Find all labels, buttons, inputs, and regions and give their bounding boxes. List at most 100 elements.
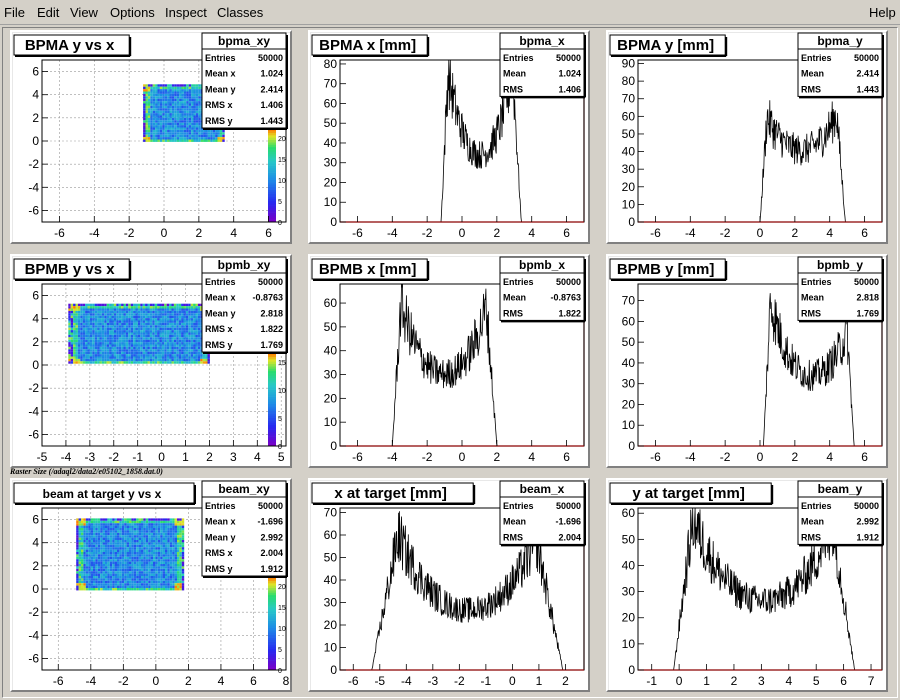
palette-tick-4: 20 <box>278 584 286 591</box>
palette-tick-1: 5 <box>278 199 282 206</box>
palette-tick-1: 5 <box>278 416 282 423</box>
stats-name: bpma_xy <box>218 34 270 48</box>
x-tick-label-8: 3 <box>230 450 237 464</box>
x-tick-label-9: 4 <box>254 450 261 464</box>
stats-value-2: 2.414 <box>260 84 283 94</box>
y-tick-label-5: 4 <box>32 88 39 102</box>
pad-bpma_x[interactable]: -6 -4 -2 0 2 4 6 0 10 20 30 40 50 60 70 80 BPMA x [mm] bp… <box>308 30 590 244</box>
y-tick-label-5: 4 <box>32 312 39 326</box>
title-box: BPMA y [mm] <box>609 34 728 57</box>
y-tick-label-6: 60 <box>622 109 636 123</box>
menu-options[interactable]: Options <box>110 5 155 20</box>
stats-value-0: 50000 <box>556 53 581 63</box>
y-tick-label-7: 70 <box>622 294 636 308</box>
stats-label-3: RMS x <box>205 100 233 110</box>
stats-value-3: 1.822 <box>260 324 283 334</box>
y-tick-label-0: -6 <box>28 427 39 441</box>
y-tick-label-6: 6 <box>32 513 39 527</box>
x-tick-label-3: 0 <box>153 674 160 688</box>
stats-name: bpmb_y <box>817 258 863 272</box>
stats-label-4: RMS y <box>205 116 233 126</box>
y-tick-label-0: -6 <box>28 651 39 665</box>
stats-box: bpma_y Entries 50000 Mean 2.414 RMS 1.443 <box>797 32 884 99</box>
chart-bpma_xy: 0 5 10 15 20 -6 -4 -2 0 2 4 6 -6 -4 -2 0 2 4 6 BPMA y vs x b… <box>13 32 288 240</box>
pad-beam_xy[interactable]: 0 5 10 15 20 -6 -4 -2 0 2 4 6 8 -6 -4 -2 0 2 4 6 beam at tar… <box>10 478 292 692</box>
pad-bpmb_xy[interactable]: 0 5 10 15 -5 -4 -3 -2 -1 0 1 2 3 4 5 -6 -4 -2 0 2 4 6 BPMB y v… <box>10 254 292 468</box>
y-tick-label-4: 2 <box>32 559 39 573</box>
histogram-bpma_y <box>638 100 882 223</box>
y-tick-label-3: 30 <box>324 368 338 382</box>
pad-beam_x[interactable]: -6 -5 -4 -3 -2 -1 0 1 2 0 10 20 30 40 50 60 70 x at targe… <box>308 478 590 692</box>
color-palette <box>268 576 276 671</box>
x-tick-label-1: -4 <box>387 450 398 464</box>
y-tick-label-0: 0 <box>628 215 635 229</box>
x-tick-label-3: 0 <box>459 226 466 240</box>
x-tick-label-4: -1 <box>132 450 143 464</box>
pad-bpma_xy[interactable]: 0 5 10 15 20 -6 -4 -2 0 2 4 6 -6 -4 -2 0 2 4 6 BPMA y vs x b… <box>10 30 292 244</box>
menu-edit[interactable]: Edit <box>37 5 60 20</box>
stats-value-1: -0.8763 <box>550 293 581 303</box>
stats-value-4: 1.769 <box>260 340 283 350</box>
chart-title: BPMA y [mm] <box>617 37 714 54</box>
y-tick-label-0: 0 <box>628 663 635 677</box>
pad-bpmb_y[interactable]: -6 -4 -2 0 2 4 6 0 10 20 30 40 50 60 70 BPMB y [mm] bpmb… <box>606 254 888 468</box>
y-tick-label-4: 2 <box>32 111 39 125</box>
stats-value-0: 50000 <box>258 501 283 511</box>
x-tick-label-2: -2 <box>720 450 731 464</box>
menu-view[interactable]: View <box>70 5 98 20</box>
heatmap-cells <box>76 518 185 591</box>
palette-tick-0: 0 <box>278 220 282 227</box>
stats-label-0: Entries <box>801 277 832 287</box>
menu-inspect[interactable]: Inspect <box>165 5 207 20</box>
x-tick-label-3: -2 <box>108 450 119 464</box>
x-tick-label-6: 0 <box>509 674 516 688</box>
x-tick-label-4: 2 <box>792 450 799 464</box>
stats-box: bpma_x Entries 50000 Mean 1.024 RMS 1.406 <box>499 32 586 99</box>
pad-bpma_y[interactable]: -6 -4 -2 0 2 4 6 0 10 20 30 40 50 60 70 80 90 BPMA y [mm]… <box>606 30 888 244</box>
x-tick-label-0: -6 <box>352 450 363 464</box>
menu-help[interactable]: Help <box>869 5 896 20</box>
y-tick-label-3: 0 <box>32 582 39 596</box>
y-tick-label-4: 40 <box>622 356 636 370</box>
chart-beam_xy: 0 5 10 15 20 -6 -4 -2 0 2 4 6 8 -6 -4 -2 0 2 4 6 beam at tar… <box>13 480 290 688</box>
y-tick-label-1: 10 <box>622 197 636 211</box>
stats-value-0: 50000 <box>854 277 879 287</box>
stats-label-1: Mean <box>801 517 824 527</box>
palette-tick-4: 20 <box>278 136 286 143</box>
menu-file[interactable]: File <box>4 5 25 20</box>
stats-value-0: 50000 <box>854 501 879 511</box>
pad-beam_y[interactable]: -1 0 1 2 3 4 5 6 7 0 10 20 30 40 50 60 y at target [mm] b… <box>606 478 888 692</box>
stats-box: bpmb_x Entries 50000 Mean -0.8763 RMS 1.822 <box>499 256 586 323</box>
stats-name: beam_x <box>520 482 565 496</box>
stats-value-2: 1.912 <box>856 532 879 542</box>
x-tick-label-5: 0 <box>158 450 165 464</box>
stats-value-2: 1.443 <box>856 84 879 94</box>
stats-label-1: Mean <box>801 69 824 79</box>
pad-bpmb_x[interactable]: -6 -4 -2 0 2 4 6 0 10 20 30 40 50 60 BPMB x [mm] bpmb_x… <box>308 254 590 468</box>
menu-classes[interactable]: Classes <box>217 5 264 20</box>
chart-title: BPMB y vs x <box>25 261 116 278</box>
x-tick-label-1: -4 <box>387 226 398 240</box>
palette-tick-2: 10 <box>278 388 286 395</box>
x-tick-label-3: -3 <box>427 674 438 688</box>
y-tick-label-2: 20 <box>324 391 338 405</box>
y-tick-label-3: 30 <box>324 156 338 170</box>
stats-label-0: Entries <box>801 53 832 63</box>
y-tick-label-5: 50 <box>324 551 338 565</box>
y-tick-label-8: 80 <box>622 74 636 88</box>
y-tick-label-5: 50 <box>622 335 636 349</box>
y-tick-label-1: -4 <box>28 404 39 418</box>
y-tick-label-5: 50 <box>324 320 338 334</box>
x-tick-label-2: 1 <box>703 674 710 688</box>
x-tick-label-5: 4 <box>230 226 237 240</box>
stats-value-1: 2.818 <box>856 293 879 303</box>
stats-label-0: Entries <box>205 53 236 63</box>
y-tick-label-1: -4 <box>28 628 39 642</box>
x-tick-label-0: -6 <box>54 226 65 240</box>
stats-label-2: RMS <box>503 84 523 94</box>
stats-box: beam_y Entries 50000 Mean 2.992 RMS 1.912 <box>797 480 884 547</box>
